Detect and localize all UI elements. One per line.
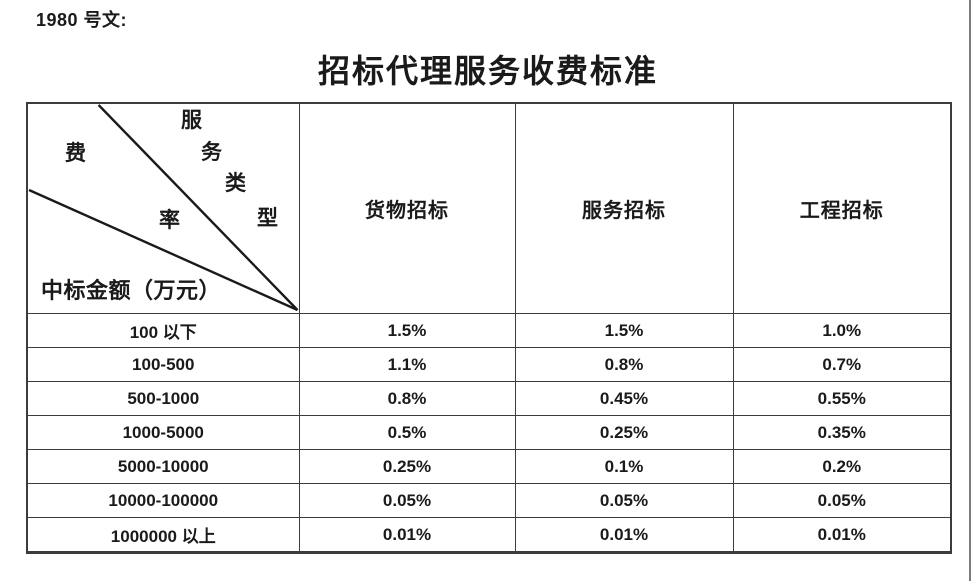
column-header-service: 服务招标 [514, 102, 734, 314]
amount-range-cell: 1000000 以上 [26, 517, 300, 553]
amount-range-cell: 1000-5000 [26, 415, 300, 450]
amount-range-cell: 5000-10000 [26, 449, 300, 484]
corner-label-service-char: 务 [201, 140, 223, 164]
rate-cell: 1.1% [298, 347, 516, 382]
page-edge-line [969, 0, 971, 581]
page-title: 招标代理服务收费标准 [317, 53, 658, 89]
diagonal-corner-cell: 服 务 类 型 费 率 中标金额（万元） [26, 102, 300, 314]
diagonal-lines [28, 104, 299, 312]
table-row: 100 以下 1.5% 1.5% 1.0% [26, 313, 952, 348]
rate-cell: 0.7% [732, 347, 952, 382]
corner-label-service-char: 类 [225, 171, 247, 195]
amount-range-cell: 500-1000 [26, 381, 300, 416]
rate-cell: 0.25% [514, 415, 734, 450]
table-row: 100-500 1.1% 0.8% 0.7% [26, 347, 952, 382]
rate-cell: 0.1% [514, 449, 734, 484]
column-header-goods: 货物招标 [298, 102, 516, 314]
rate-cell: 0.05% [514, 483, 734, 518]
rate-cell: 0.8% [298, 381, 516, 416]
rate-cell: 0.55% [732, 381, 952, 416]
rate-cell: 0.45% [514, 381, 734, 416]
fee-standard-table: 服 务 类 型 费 率 中标金额（万元） 货物招标 服务招标 工程招标 100 … [26, 102, 952, 554]
rate-cell: 1.5% [298, 313, 516, 348]
amount-range-cell: 10000-100000 [26, 483, 300, 518]
rate-cell: 0.2% [732, 449, 952, 484]
header-row: 服 务 类 型 费 率 中标金额（万元） 货物招标 服务招标 工程招标 [26, 102, 952, 314]
rate-cell: 0.01% [298, 517, 516, 553]
rate-cell: 0.05% [298, 483, 516, 518]
corner-label-fee-char: 率 [159, 208, 181, 232]
column-header-engineering: 工程招标 [732, 102, 952, 314]
amount-range-cell: 100-500 [26, 347, 300, 382]
corner-label-amount: 中标金额（万元） [41, 278, 222, 303]
corner-label-service-char: 服 [181, 108, 203, 132]
amount-range-cell: 100 以下 [26, 313, 300, 348]
table-row: 1000000 以上 0.01% 0.01% 0.01% [26, 517, 952, 553]
table-row: 500-1000 0.8% 0.45% 0.55% [26, 381, 952, 416]
corner-label-fee-char: 费 [65, 141, 87, 165]
corner-label-service-char: 型 [257, 206, 279, 230]
rate-cell: 0.8% [514, 347, 734, 382]
rate-cell: 0.01% [514, 517, 734, 553]
rate-cell: 1.0% [732, 313, 952, 348]
rate-cell: 0.01% [732, 517, 952, 553]
rate-cell: 0.35% [732, 415, 952, 450]
rate-cell: 0.5% [298, 415, 516, 450]
table-row: 5000-10000 0.25% 0.1% 0.2% [26, 449, 952, 484]
rate-cell: 1.5% [514, 313, 734, 348]
rate-cell: 0.25% [298, 449, 516, 484]
rate-cell: 0.05% [732, 483, 952, 518]
table-row: 10000-100000 0.05% 0.05% 0.05% [26, 483, 952, 518]
table-row: 1000-5000 0.5% 0.25% 0.35% [26, 415, 952, 450]
doc-number-label: 1980 号文: [36, 10, 128, 30]
